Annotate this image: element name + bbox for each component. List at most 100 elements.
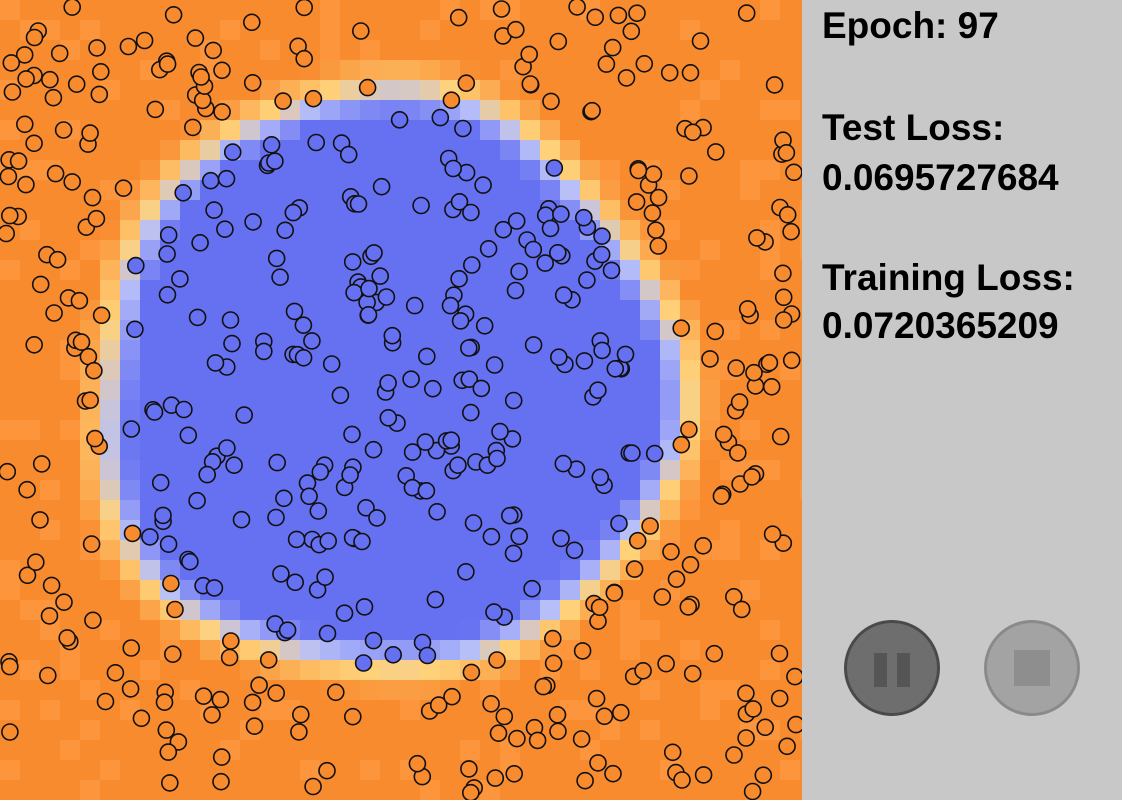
heatmap-cell (780, 460, 801, 481)
heatmap-cell (400, 400, 421, 421)
heatmap-cell (340, 400, 361, 421)
inner-class-point (441, 296, 460, 315)
heatmap-cell (380, 680, 401, 701)
heatmap-cell (220, 540, 241, 561)
heatmap-cell (700, 260, 721, 281)
heatmap-cell (280, 660, 301, 681)
outer-class-point (3, 83, 22, 101)
heatmap-cell (420, 720, 441, 741)
heatmap-cell (260, 420, 281, 441)
heatmap-cell (720, 0, 741, 21)
outer-class-point (672, 435, 691, 454)
inner-class-point (459, 339, 478, 357)
heatmap-cell (160, 660, 181, 681)
heatmap-cell (400, 560, 421, 581)
heatmap-cell (460, 240, 481, 261)
inner-class-point (355, 598, 374, 616)
inner-class-point (450, 193, 469, 211)
inner-class-point (426, 590, 445, 609)
heatmap-cell (640, 560, 661, 581)
heatmap-cell (580, 80, 601, 101)
heatmap-cell (700, 280, 721, 301)
heatmap-cell (320, 0, 341, 21)
heatmap-cell (680, 740, 701, 761)
heatmap-cell (440, 520, 461, 541)
outer-class-point (683, 123, 702, 142)
heatmap-cell (280, 640, 301, 661)
heatmap-cell (240, 240, 261, 261)
inner-class-point (602, 261, 621, 280)
heatmap-cell (540, 440, 561, 461)
heatmap-cell (700, 160, 721, 181)
heatmap-cell (500, 180, 521, 201)
heatmap-cell (380, 160, 401, 181)
heatmap-cell (560, 380, 581, 401)
heatmap-cell (100, 320, 121, 341)
heatmap-cell (40, 180, 61, 201)
inner-class-point (485, 603, 503, 621)
heatmap-cell (480, 560, 501, 581)
heatmap-cell (260, 120, 281, 141)
heatmap-cell (100, 740, 121, 761)
heatmap-cell (240, 600, 261, 621)
inner-class-point (122, 420, 141, 438)
heatmap-cell (740, 260, 761, 281)
heatmap-cell (620, 500, 641, 521)
heatmap-cell (560, 180, 581, 201)
heatmap-cell (240, 180, 261, 201)
heatmap-cell (100, 120, 121, 141)
outer-class-point (505, 764, 524, 783)
heatmap-cell (160, 440, 181, 461)
heatmap-cell (320, 720, 341, 741)
heatmap-cell (20, 720, 41, 741)
heatmap-cell (700, 780, 721, 800)
outer-class-point (732, 600, 751, 619)
heatmap-cell (160, 20, 181, 41)
outer-class-point (290, 723, 308, 741)
heatmap-cell (0, 0, 21, 21)
heatmap-cell (680, 340, 701, 361)
heatmap-cell (180, 460, 201, 481)
heatmap-cell (680, 100, 701, 121)
outer-class-point (203, 706, 221, 724)
heatmap-cell (120, 380, 141, 401)
stop-button[interactable] (984, 620, 1080, 716)
inner-class-point (450, 269, 468, 288)
heatmap-cell (780, 600, 801, 621)
heatmap-cell (500, 160, 521, 181)
heatmap-cell (120, 720, 141, 741)
inner-class-point (444, 159, 463, 178)
outer-class-point (318, 761, 336, 780)
heatmap-cell (120, 0, 141, 21)
outer-class-point (443, 687, 461, 706)
heatmap-cell (560, 80, 581, 101)
heatmap-cell (400, 780, 421, 800)
heatmap-cell (540, 780, 561, 800)
heatmap-cell (740, 620, 761, 641)
heatmap-cell (200, 640, 221, 661)
heatmap-cell (720, 700, 741, 721)
heatmap-cell (120, 400, 141, 421)
inner-class-point (372, 177, 391, 196)
heatmap-cell (540, 560, 561, 581)
outer-class-point (457, 74, 476, 92)
outer-class-point (486, 769, 505, 787)
heatmap-cell (40, 780, 61, 800)
inner-class-point (141, 528, 159, 546)
heatmap-cell (120, 300, 141, 321)
heatmap-cell (140, 180, 161, 201)
heatmap-cell (420, 400, 441, 421)
heatmap-cell (740, 660, 761, 681)
heatmap-cell (80, 480, 101, 501)
pause-button[interactable] (844, 620, 940, 716)
heatmap-cell (620, 120, 641, 141)
heatmap-cell (640, 320, 661, 341)
outer-class-point (681, 555, 700, 574)
heatmap-cell (400, 160, 421, 181)
heatmap-cell (0, 180, 21, 201)
heatmap-cell (320, 700, 341, 721)
heatmap-cell (260, 60, 281, 81)
inner-class-point (645, 444, 664, 463)
heatmap-cell (560, 120, 581, 141)
heatmap-cell (140, 540, 161, 561)
